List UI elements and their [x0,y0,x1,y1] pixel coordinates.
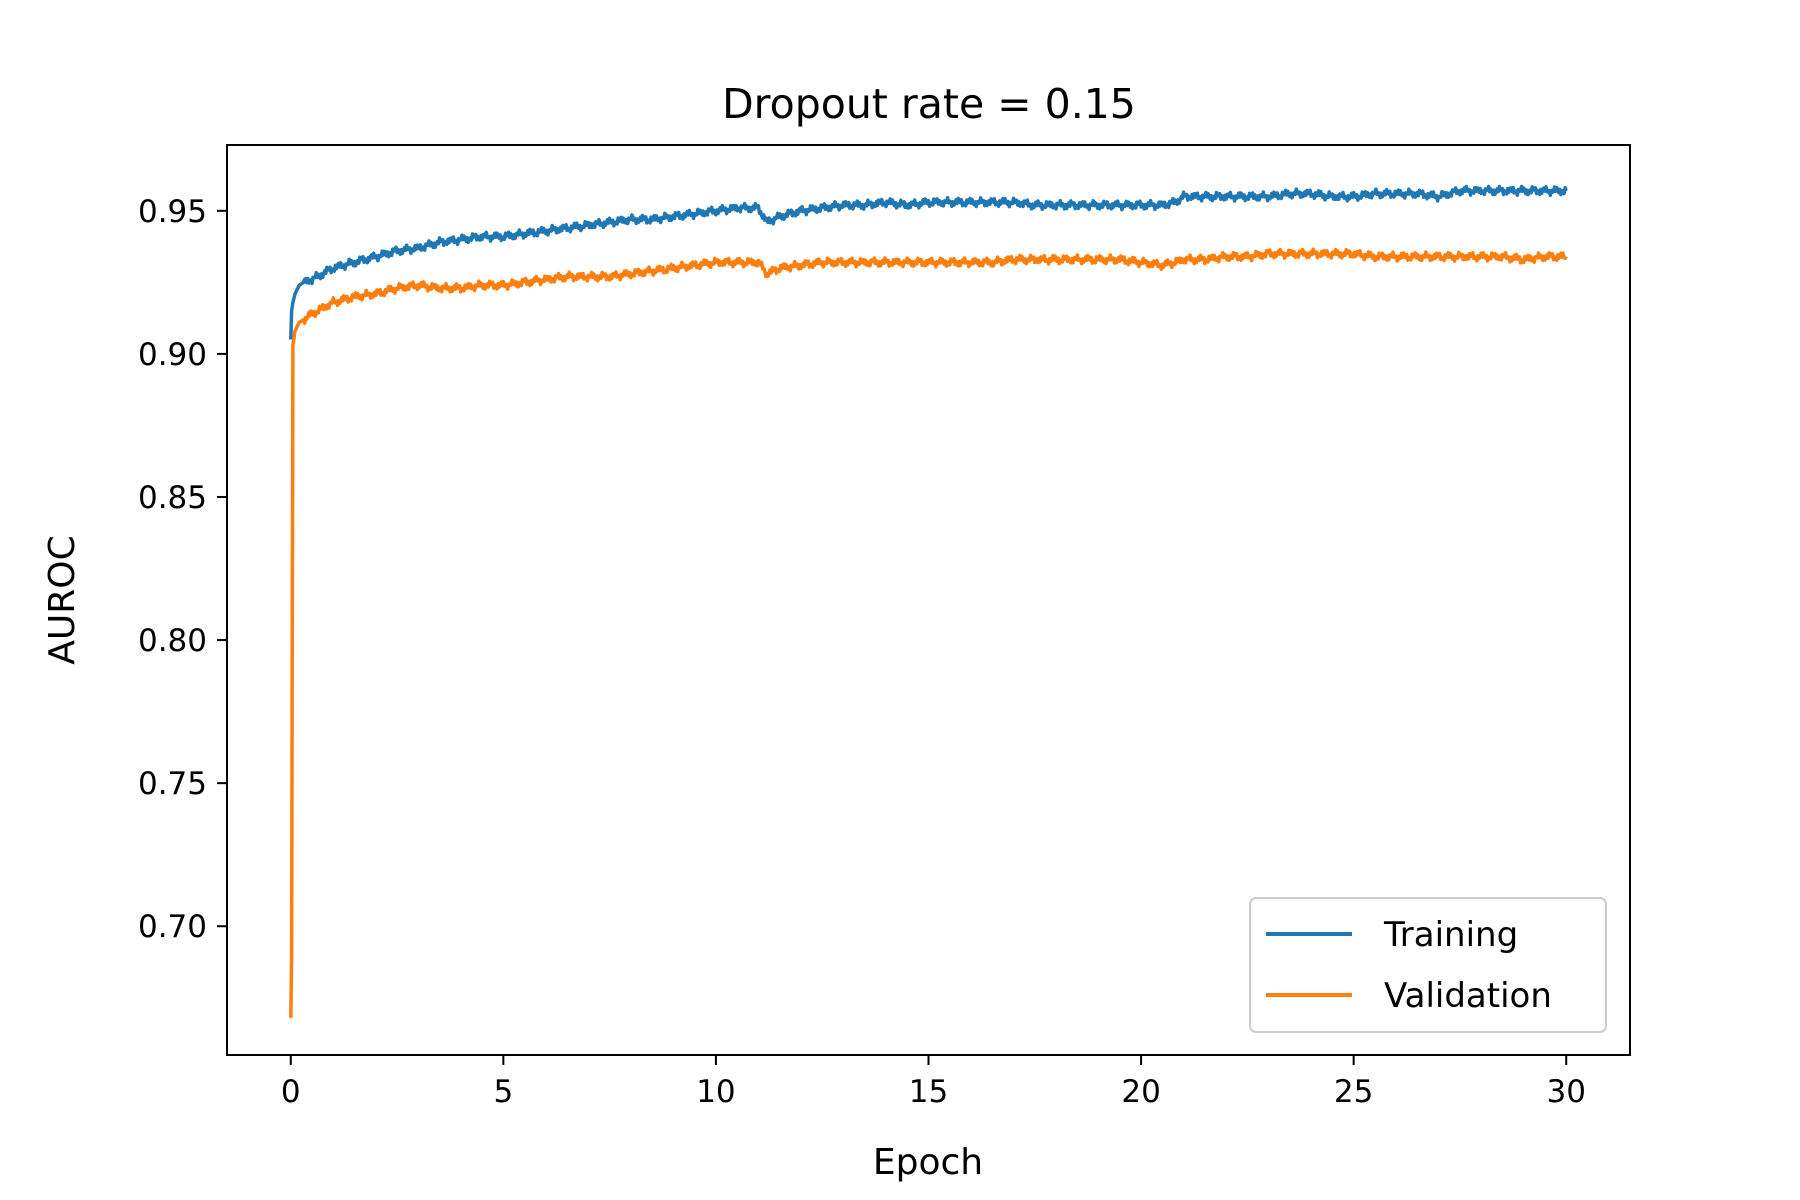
y-tick-label: 0.70 [138,909,207,945]
x-tick-label: 15 [909,1074,948,1110]
series-layer [289,184,1568,1018]
y-tick-label: 0.95 [138,194,207,230]
chart-title: Dropout rate = 0.15 [722,80,1136,128]
legend: Training Validation [1249,897,1607,1033]
y-axis: 0.70 0.75 0.80 0.85 0.90 0.95 [138,194,227,945]
y-axis-title: AUROC [42,535,83,664]
series-line-validation [289,247,1568,1018]
legend-box [1249,897,1607,1033]
legend-label-training: Training [1383,915,1518,955]
x-tick-label: 30 [1547,1074,1586,1110]
x-tick-label: 0 [281,1074,301,1110]
series-line-training [289,184,1568,340]
y-tick-label: 0.80 [138,623,207,659]
y-tick-label: 0.75 [138,766,207,802]
y-tick-label: 0.85 [138,480,207,516]
x-axis: 0 5 10 15 20 25 30 [281,1055,1586,1110]
legend-label-validation: Validation [1384,976,1552,1016]
y-tick-label: 0.90 [138,337,207,373]
x-tick-label: 10 [696,1074,735,1110]
x-tick-label: 25 [1334,1074,1373,1110]
x-axis-title: Epoch [873,1142,983,1183]
x-tick-label: 20 [1121,1074,1160,1110]
x-tick-label: 5 [493,1074,513,1110]
